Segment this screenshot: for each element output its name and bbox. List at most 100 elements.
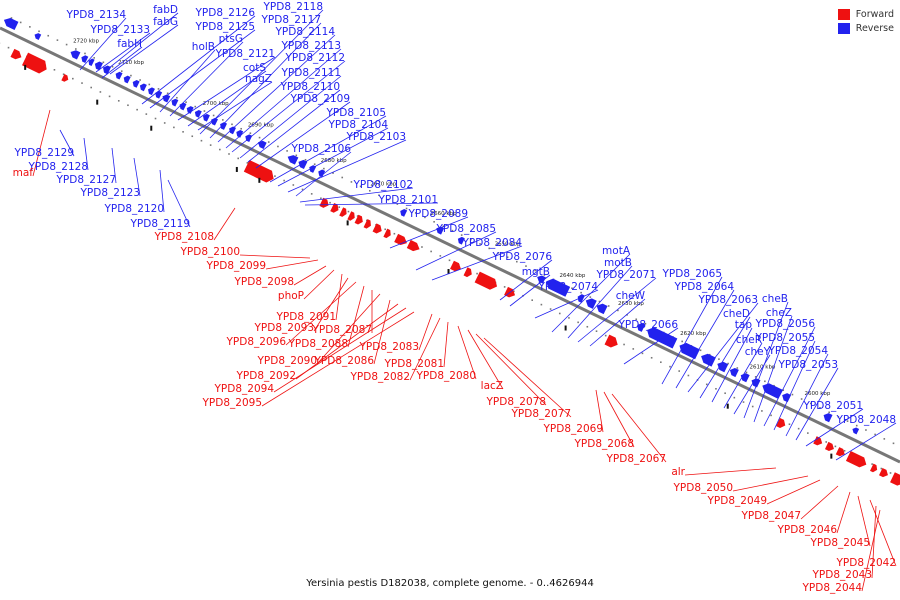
minor-tick-lower (393, 232, 396, 235)
gene-label: YPD8_2078 (486, 396, 546, 408)
leader-line (800, 485, 839, 520)
gene-label: motA (602, 245, 631, 257)
leader-line (475, 333, 547, 406)
minor-tick-upper (516, 260, 518, 263)
minor-tick-lower (301, 188, 304, 191)
gene-label: YPD8_2106 (291, 143, 352, 155)
minor-tick-upper (543, 274, 546, 276)
gene-label: holB (192, 41, 215, 53)
leader-line (213, 207, 236, 241)
minor-tick-lower (90, 86, 92, 89)
leader-line (623, 327, 679, 365)
gene-label: YPD8_2046 (777, 524, 838, 536)
gene-label: YPD8_2050 (673, 482, 733, 494)
leader-line (753, 315, 793, 423)
gene-label: lacZ (481, 380, 503, 392)
gene-label: phoP (278, 290, 304, 302)
minor-tick-upper (433, 220, 435, 223)
legend-item-reverse: Reverse (837, 23, 894, 34)
gene-label: YPD8_2087 (312, 324, 372, 336)
minor-tick-upper (221, 119, 224, 121)
black-marker (150, 125, 153, 131)
leader-line (861, 509, 881, 592)
minor-tick-lower (678, 370, 681, 372)
forward-gene-arrow (330, 203, 339, 213)
minor-tick-lower (117, 100, 120, 102)
minor-tick-lower (292, 184, 295, 186)
minor-tick-upper (442, 225, 445, 228)
gene-label: YPD8_2064 (674, 281, 735, 293)
forward-gene-arrow (319, 197, 329, 208)
minor-tick-upper (313, 163, 316, 166)
reverse-gene-arrow (211, 117, 219, 126)
leader-line (159, 49, 216, 113)
minor-tick-upper (350, 181, 353, 183)
minor-tick-upper (323, 167, 325, 170)
minor-tick-upper (607, 305, 610, 307)
minor-tick-upper (892, 442, 895, 445)
minor-tick-upper (644, 322, 647, 325)
forward-gene-arrow (61, 74, 69, 82)
minor-tick-lower (356, 215, 359, 217)
reverse-gene-arrow (81, 55, 89, 64)
reverse-gene-arrow (647, 327, 678, 349)
gene-label: YPD8_2099 (206, 260, 266, 272)
reverse-gene-arrow (729, 367, 739, 378)
minor-tick-lower (724, 392, 726, 395)
leader-line (167, 179, 191, 228)
leader-line (551, 253, 631, 333)
leader-line (199, 9, 324, 135)
leader-line (316, 293, 381, 365)
minor-tick-upper (120, 70, 123, 72)
minor-tick-upper (828, 411, 830, 414)
gene-label: YPD8_2067 (606, 453, 666, 465)
leader-line (303, 269, 335, 300)
minor-tick-upper (589, 296, 592, 298)
gene-label: YPD8_2066 (618, 319, 679, 331)
leader-line (231, 60, 346, 153)
gene-label: YPD8_2049 (707, 495, 767, 507)
tick-label: 2640 kbp (559, 273, 585, 279)
minor-tick-upper (414, 212, 417, 214)
gene-label: cotS (243, 62, 266, 74)
minor-tick-upper (571, 287, 573, 290)
gene-label: YPD8_2134 (66, 9, 127, 21)
gene-label: YPD8_2051 (803, 400, 863, 412)
forward-gene-arrow (879, 467, 888, 478)
leader-line (603, 391, 635, 448)
minor-tick-upper (56, 39, 59, 41)
reverse-gene-arrow (148, 87, 155, 96)
minor-tick-upper (111, 65, 114, 68)
gene-label: YPD8_2091 (276, 311, 336, 323)
minor-tick-lower (604, 334, 607, 337)
leader-line (261, 311, 415, 407)
gene-label: fabG (153, 16, 178, 28)
minor-tick-upper (212, 114, 215, 117)
leader-line (499, 259, 553, 301)
gene-label: nagZ (245, 73, 272, 85)
minor-tick-lower (274, 175, 276, 177)
leader-line (509, 274, 551, 307)
minor-tick-upper (29, 26, 31, 28)
minor-tick-upper (727, 362, 729, 365)
leader-line (589, 298, 646, 347)
minor-tick-upper (405, 207, 408, 210)
minor-tick-upper (819, 407, 821, 409)
minor-tick-upper (369, 189, 371, 192)
minor-tick-lower (871, 463, 873, 465)
leader-line (567, 265, 633, 339)
black-marker (564, 325, 567, 331)
leader-line (285, 281, 357, 346)
minor-tick-upper (810, 402, 812, 405)
black-marker (830, 453, 833, 459)
reverse-gene-arrow (202, 113, 210, 122)
minor-tick-upper (617, 309, 619, 312)
gene-label: YPD8_2069 (543, 423, 603, 435)
minor-tick-upper (396, 203, 399, 205)
tick-label: 2690 kbp (248, 123, 274, 129)
minor-tick-upper (359, 185, 362, 188)
leader-line (217, 34, 336, 143)
reverse-gene-arrow (3, 18, 19, 31)
leader-line (457, 325, 477, 380)
